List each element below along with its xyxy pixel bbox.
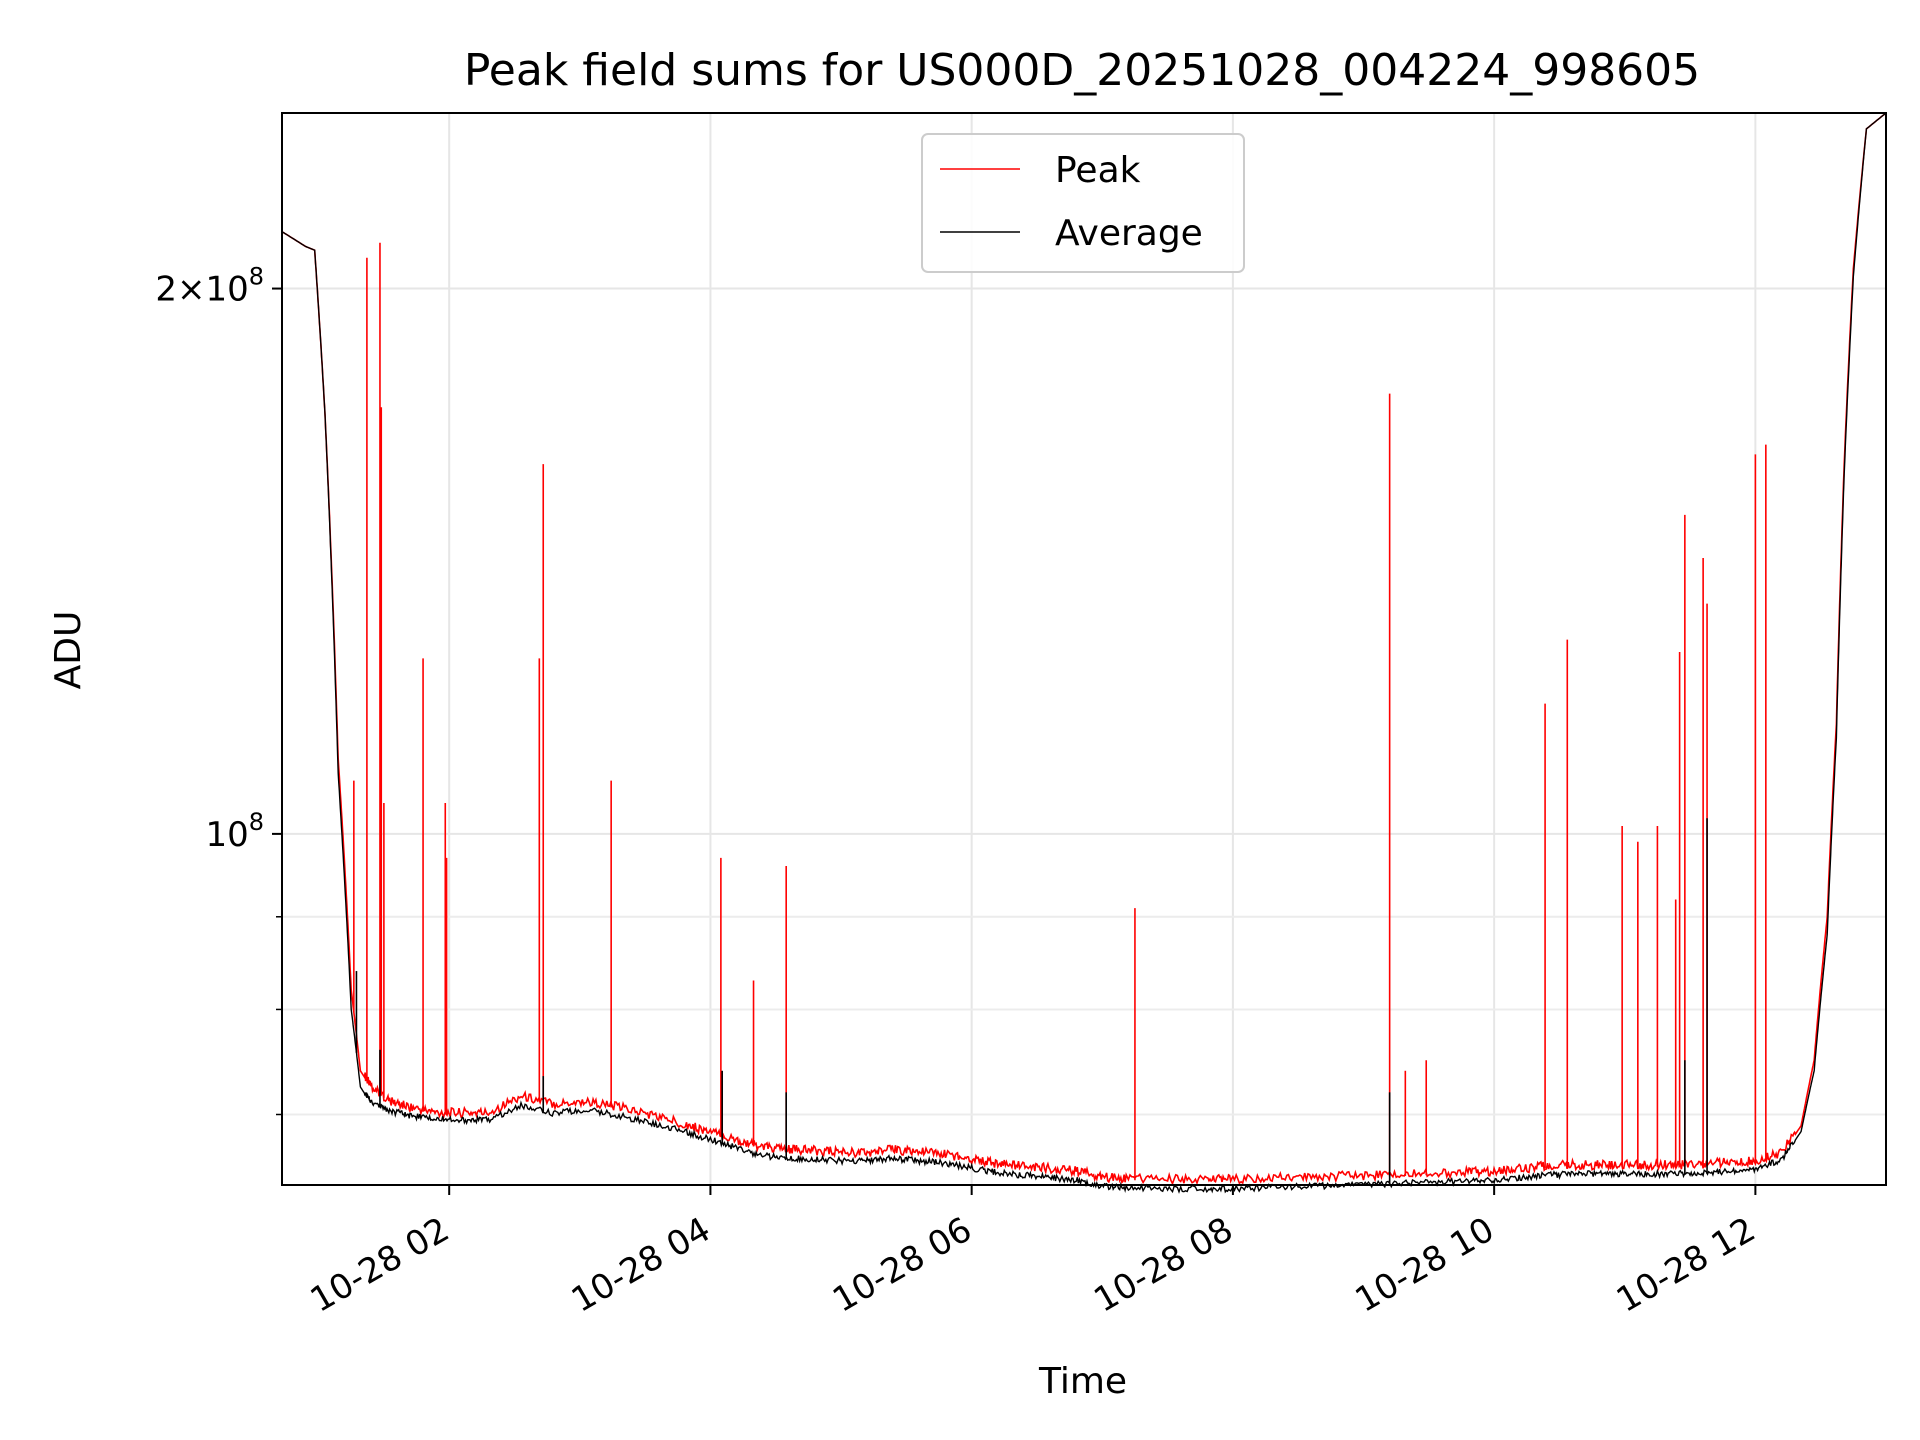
series-line: [281, 112, 1887, 1194]
series-line: [281, 112, 1887, 1186]
y-tick-label: 2×108: [155, 263, 264, 310]
average-series: [281, 112, 1887, 1194]
plot-series: [281, 112, 1887, 1194]
x-axis-label: Time: [1038, 1361, 1127, 1402]
legend: Peak Average: [921, 133, 1245, 273]
axes-frame: [281, 112, 1887, 1186]
grid-lines: [282, 113, 1886, 1185]
legend-peak-label: Peak: [1055, 150, 1141, 191]
legend-average-label: Average: [1055, 213, 1203, 254]
peak-series: [281, 112, 1887, 1186]
chart-title: Peak field sums for US000D_20251028_0042…: [464, 45, 1700, 96]
y-axis-label: ADU: [48, 611, 89, 690]
